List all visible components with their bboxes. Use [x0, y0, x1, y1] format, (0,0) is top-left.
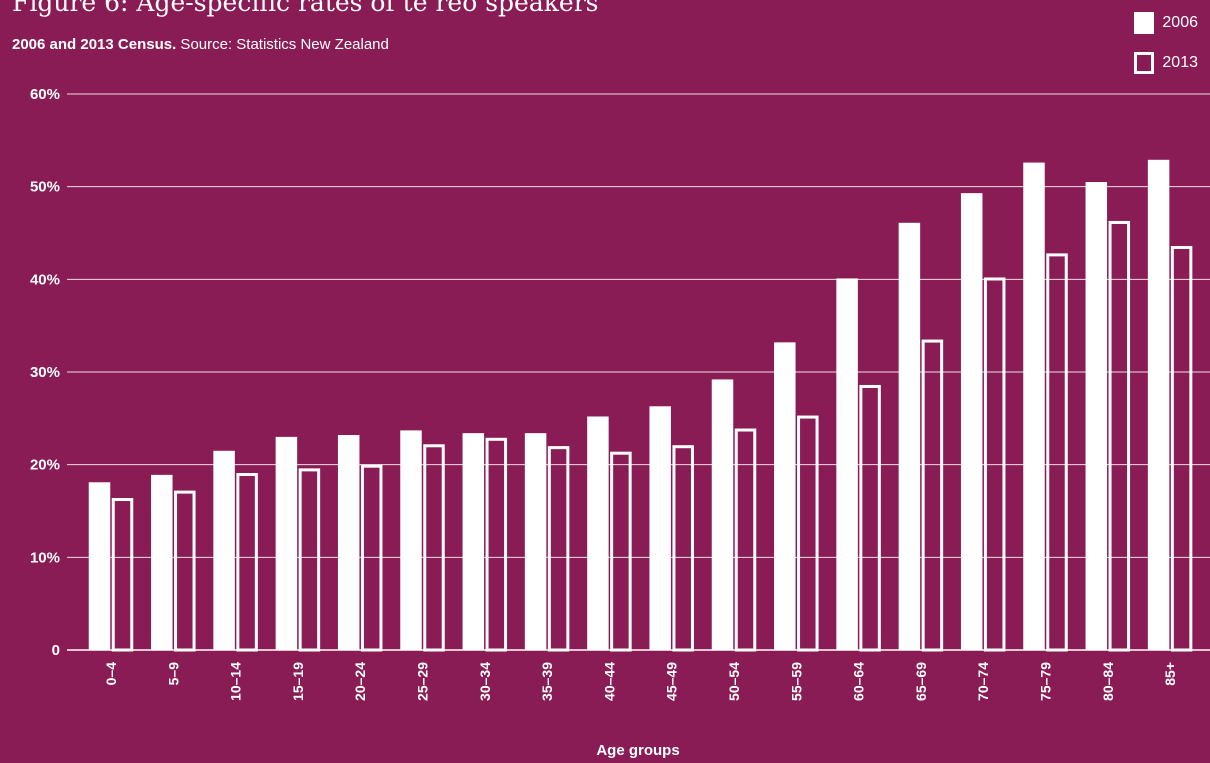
- x-tick-label: 80–84: [1100, 662, 1116, 701]
- y-tick-label: 50%: [30, 179, 60, 196]
- y-tick-label: 10%: [30, 549, 60, 566]
- bar-2013: [1108, 220, 1131, 652]
- subtitle-census: 2006 and 2013 Census.: [12, 36, 177, 53]
- legend-swatch-filled: [1134, 12, 1155, 34]
- bar-2013: [610, 451, 632, 652]
- bar-2006: [649, 406, 671, 650]
- x-tick-label: 35–39: [539, 662, 555, 701]
- x-tick-label: 40–44: [601, 662, 617, 701]
- bar-2006: [1147, 159, 1170, 650]
- x-tick-label: 50–54: [726, 662, 742, 701]
- bar-2013: [983, 277, 1006, 652]
- legend-label-2013: 2013: [1162, 54, 1198, 71]
- bar-2006: [275, 436, 298, 650]
- y-tick-label: 60%: [30, 86, 60, 103]
- x-tick-label: 75–79: [1038, 662, 1054, 701]
- bar-2013: [797, 415, 819, 652]
- x-tick-label: 65–69: [913, 662, 929, 701]
- bar-2006: [711, 379, 734, 650]
- chart-legend: 2006 2013: [1134, 10, 1198, 90]
- bar-2013: [547, 446, 570, 652]
- y-tick-label: 30%: [30, 364, 60, 381]
- x-tick-label: 0–4: [103, 662, 119, 686]
- bar-2013: [1046, 253, 1068, 652]
- bar-2013: [111, 498, 134, 652]
- bar-2013: [236, 473, 258, 652]
- x-tick-label: 60–64: [851, 662, 867, 701]
- bar-2006: [1085, 182, 1108, 651]
- x-tick-label: 30–34: [477, 662, 493, 701]
- bar-2006: [587, 416, 609, 650]
- x-tick-label: 70–74: [975, 662, 991, 701]
- y-tick-label: 20%: [30, 457, 60, 474]
- x-axis-title: Age groups: [596, 742, 679, 759]
- bar-2006: [151, 474, 173, 650]
- bar-2006: [774, 342, 796, 650]
- y-tick-label: 0: [52, 642, 60, 659]
- subtitle-source: Source: Statistics New Zealand: [176, 36, 389, 53]
- bar-2013: [672, 445, 694, 652]
- bar-2013: [921, 339, 944, 652]
- x-tick-label: 10–14: [228, 662, 244, 701]
- bar-2006: [337, 435, 360, 650]
- bar-2013: [734, 428, 757, 652]
- bar-2013: [423, 444, 445, 652]
- bar-2013: [859, 384, 881, 652]
- y-tick-label: 40%: [30, 271, 60, 288]
- x-tick-label: 85+: [1162, 662, 1178, 686]
- x-tick-label: 20–24: [352, 662, 368, 701]
- x-tick-label: 55–59: [788, 662, 804, 701]
- bar-2006: [524, 433, 547, 650]
- bar-2013: [298, 468, 321, 652]
- bar-2013: [174, 490, 196, 652]
- x-tick-label: 15–19: [290, 662, 306, 701]
- legend-label-2006: 2006: [1162, 14, 1198, 31]
- x-tick-label: 45–49: [664, 662, 680, 701]
- legend-item-2006: 2006: [1134, 10, 1198, 36]
- bar-2006: [898, 222, 921, 650]
- bar-2006: [960, 193, 983, 651]
- x-tick-label: 5–9: [165, 662, 181, 686]
- bar-2006: [462, 433, 485, 650]
- legend-item-2013: 2013: [1134, 50, 1198, 76]
- legend-swatch-outline: [1134, 52, 1155, 74]
- bar-2006: [88, 482, 111, 650]
- bar-2006: [836, 278, 858, 650]
- x-tick-label: 25–29: [415, 662, 431, 701]
- bar-2006: [400, 430, 422, 650]
- chart-title: Figure 6: Age-specific rates of te reo s…: [12, 0, 599, 17]
- bar-2013: [1170, 245, 1193, 652]
- bar-2013: [360, 464, 383, 652]
- bar-2006: [1023, 162, 1045, 650]
- chart-subtitle: 2006 and 2013 Census. Source: Statistics…: [12, 36, 389, 53]
- bar-2006: [213, 450, 235, 650]
- bar-2013: [485, 437, 508, 652]
